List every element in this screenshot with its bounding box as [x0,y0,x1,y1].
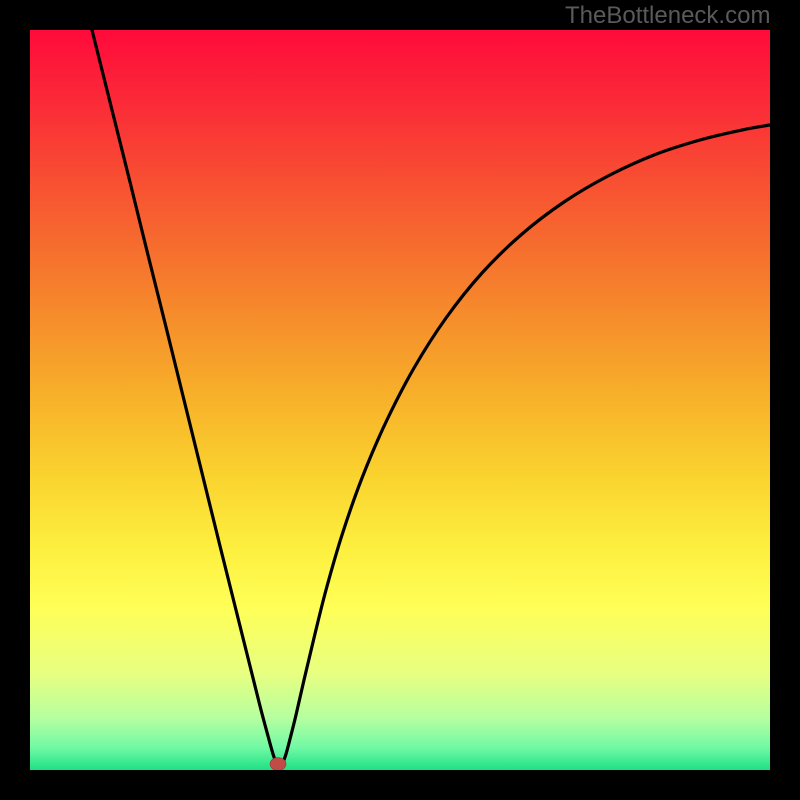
optimal-point-marker [270,758,286,771]
gradient-chart-svg [30,30,770,770]
watermark-text: TheBottleneck.com [565,2,770,30]
gradient-background [30,30,770,770]
chart-area [30,30,770,770]
